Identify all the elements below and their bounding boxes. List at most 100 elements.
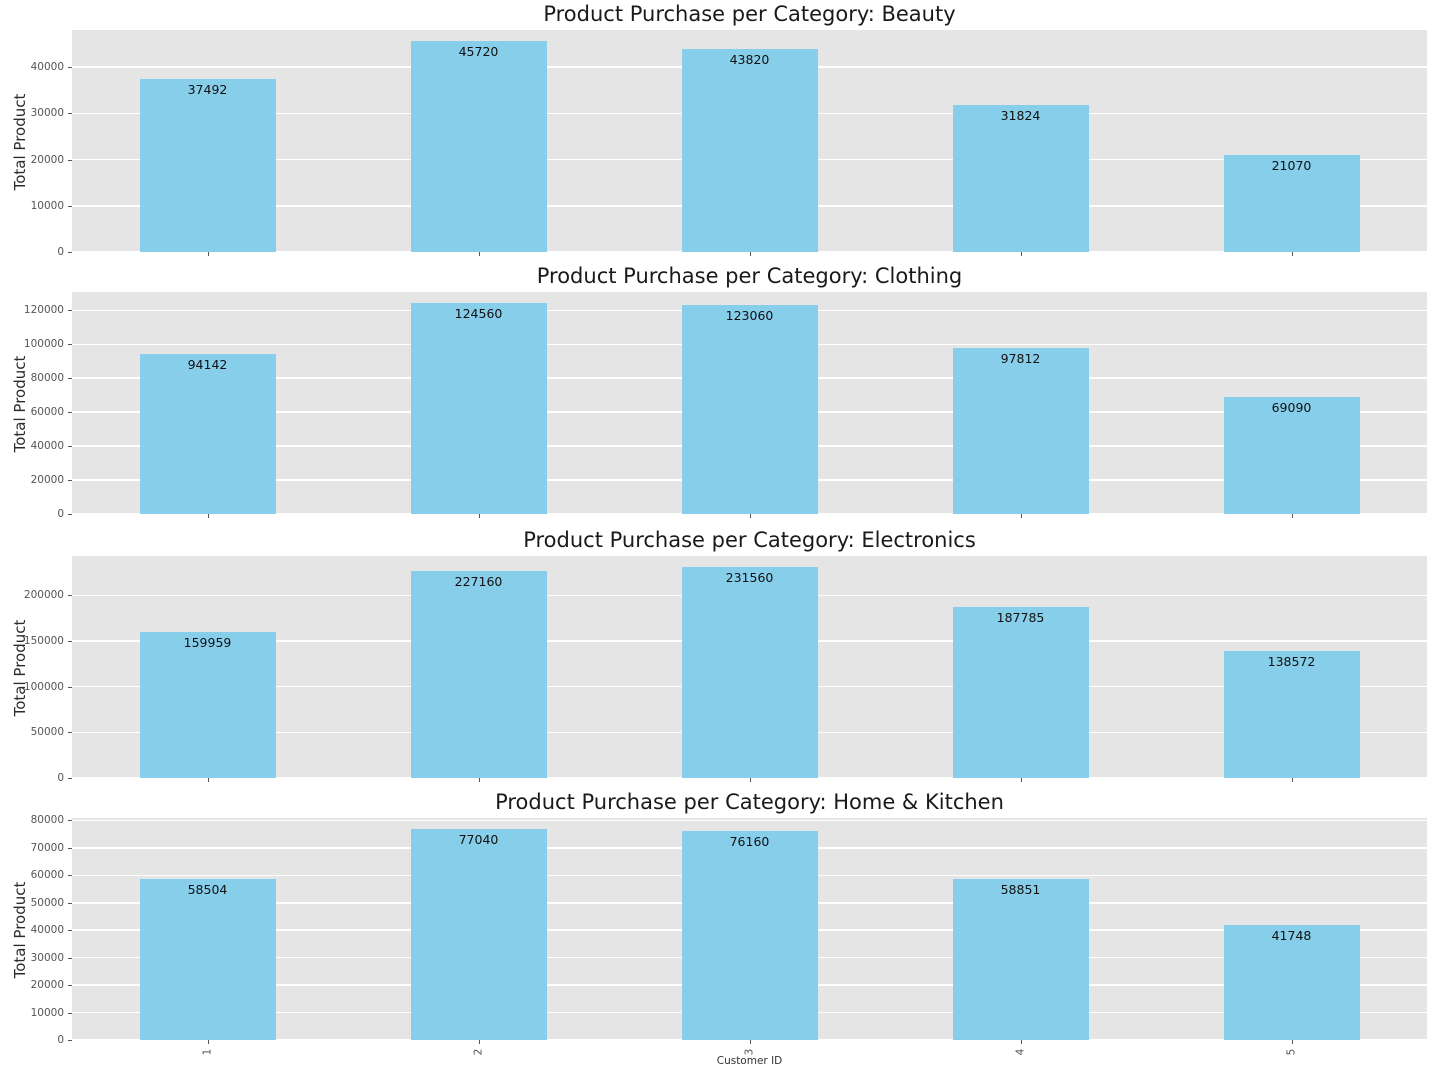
y-tick-label: 50000 <box>30 726 64 739</box>
subplot-title: Product Purchase per Category: Clothing <box>536 264 963 288</box>
y-tick-label: 100000 <box>23 338 64 351</box>
y-tick-mark <box>68 159 72 161</box>
gridline <box>72 819 1427 822</box>
bar-value-label: 21070 <box>1271 157 1312 173</box>
x-tick-mark <box>1020 1040 1022 1044</box>
bar-customer-4: 58851 <box>952 878 1089 1040</box>
y-tick-label: 80000 <box>30 372 64 385</box>
bar-customer-3: 76160 <box>681 831 818 1040</box>
y-tick-mark <box>68 67 72 69</box>
y-tick-mark <box>68 310 72 312</box>
y-tick-mark <box>68 446 72 448</box>
y-tick-label: 0 <box>57 246 64 258</box>
y-tick-label: 40000 <box>30 61 64 74</box>
bar-value-label: 76160 <box>729 834 770 849</box>
x-tick-mark <box>1020 514 1022 518</box>
plot-area: 159959 227160 231560 187785 138572 <box>72 556 1427 779</box>
y-tick-label: 30000 <box>30 951 64 964</box>
bar-customer-3: 43820 <box>681 49 818 252</box>
y-tick-mark <box>68 847 72 849</box>
y-tick-mark <box>68 514 72 515</box>
bar-customer-4: 31824 <box>952 104 1089 252</box>
bar-customer-1: 94142 <box>139 354 276 514</box>
bar-customer-5: 41748 <box>1223 925 1360 1040</box>
y-tick-mark <box>68 957 72 959</box>
y-tick-mark <box>68 113 72 115</box>
y-tick-mark <box>68 641 72 643</box>
y-tick-mark <box>68 778 72 779</box>
bar-customer-2: 227160 <box>410 570 547 778</box>
x-tick-mark <box>749 1040 751 1044</box>
bar-value-label: 159959 <box>183 634 232 650</box>
bar-value-label: 43820 <box>729 52 770 68</box>
y-tick-label: 0 <box>57 508 64 520</box>
y-tick-mark <box>68 1040 72 1041</box>
x-tick-mark <box>749 252 751 256</box>
y-tick-mark <box>68 412 72 414</box>
x-tick-mark <box>1291 252 1293 256</box>
bar-value-label: 124560 <box>454 305 503 321</box>
x-tick-mark <box>749 778 751 782</box>
y-tick-label: 20000 <box>30 153 64 166</box>
y-tick-label: 70000 <box>30 841 64 854</box>
x-tick-mark <box>207 1040 209 1044</box>
x-tick-mark <box>749 514 751 518</box>
x-tick-mark <box>478 514 480 518</box>
bar-customer-2: 124560 <box>410 302 547 514</box>
x-tick-mark <box>1020 778 1022 782</box>
plot-area: 58504 77040 76160 58851 41748 <box>72 818 1427 1041</box>
bar-value-label: 77040 <box>458 831 499 847</box>
subplot-title: Product Purchase per Category: Home & Ki… <box>495 790 1004 814</box>
y-tick-label: 150000 <box>23 635 64 648</box>
y-tick-label: 20000 <box>30 474 64 487</box>
bar-value-label: 45720 <box>458 43 499 59</box>
bar-value-label: 69090 <box>1271 399 1312 415</box>
bar-customer-1: 58504 <box>139 879 276 1040</box>
bar-value-label: 123060 <box>725 308 774 324</box>
x-axis-label: Customer ID <box>716 1055 783 1067</box>
bar-value-label: 231560 <box>725 569 774 585</box>
bar-customer-5: 69090 <box>1223 396 1360 514</box>
bar-value-label: 37492 <box>187 81 228 97</box>
subplot-title: Product Purchase per Category: Beauty <box>543 2 956 26</box>
bar-customer-4: 187785 <box>952 606 1089 778</box>
x-tick-mark <box>207 514 209 518</box>
bar-customer-4: 97812 <box>952 347 1089 514</box>
y-tick-label: 10000 <box>30 199 64 212</box>
y-tick-label: 20000 <box>30 979 64 992</box>
y-tick-mark <box>68 378 72 380</box>
y-tick-mark <box>68 344 72 346</box>
bar-value-label: 31824 <box>1000 107 1041 123</box>
y-tick-label: 10000 <box>30 1006 64 1019</box>
y-tick-mark <box>68 732 72 734</box>
bar-value-label: 97812 <box>1000 350 1041 366</box>
bar-customer-1: 37492 <box>139 78 276 252</box>
y-tick-mark <box>68 595 72 597</box>
bar-customer-2: 45720 <box>410 40 547 252</box>
plot-area: 94142 124560 123060 97812 69090 <box>72 292 1427 515</box>
x-tick-mark <box>207 778 209 782</box>
y-tick-mark <box>68 985 72 987</box>
x-tick-mark <box>1291 514 1293 518</box>
bar-value-label: 41748 <box>1271 928 1312 944</box>
bar-value-label: 227160 <box>454 573 503 589</box>
y-tick-label: 120000 <box>23 304 64 317</box>
bar-value-label: 187785 <box>996 609 1045 625</box>
bar-customer-2: 77040 <box>410 828 547 1040</box>
y-tick-mark <box>68 252 72 253</box>
x-tick-mark <box>478 778 480 782</box>
bar-value-label: 58851 <box>1000 881 1041 897</box>
y-tick-mark <box>68 686 72 688</box>
y-axis-label: Total Product <box>11 619 29 717</box>
y-tick-mark <box>68 902 72 904</box>
y-tick-label: 50000 <box>30 896 64 909</box>
y-tick-label: 200000 <box>23 589 64 602</box>
y-tick-label: 40000 <box>30 924 64 937</box>
y-tick-label: 100000 <box>23 680 64 693</box>
x-tick-mark <box>478 1040 480 1044</box>
plot-area: 37492 45720 43820 31824 21070 <box>72 30 1427 253</box>
y-tick-label: 60000 <box>30 406 64 419</box>
y-tick-mark <box>68 930 72 932</box>
y-tick-label: 30000 <box>30 107 64 120</box>
y-tick-label: 80000 <box>30 814 64 827</box>
